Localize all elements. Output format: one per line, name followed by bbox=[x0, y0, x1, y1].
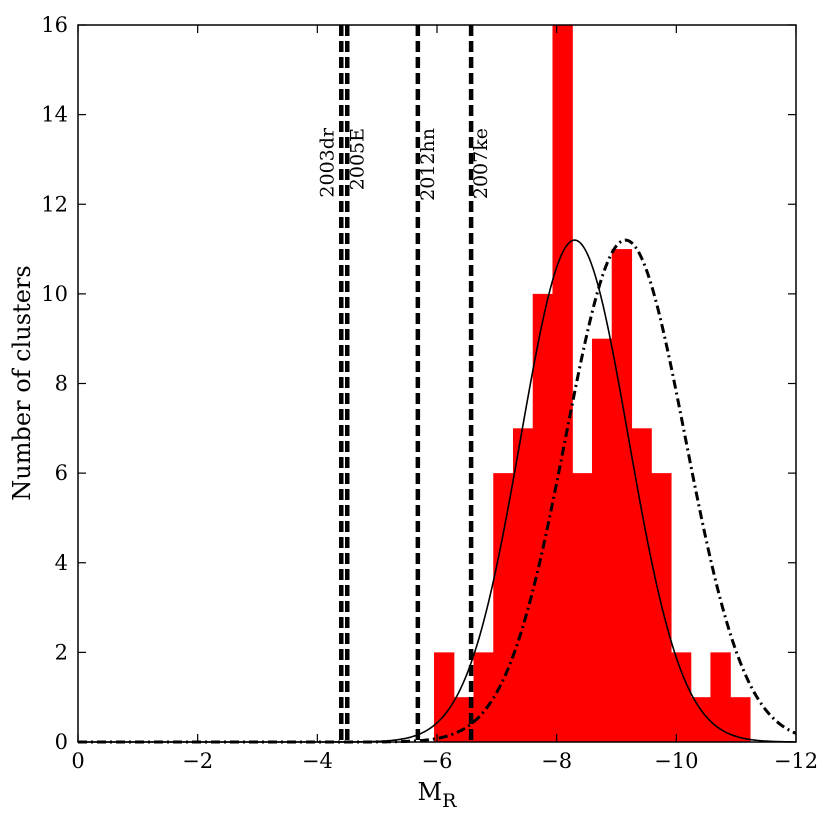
x-tick-label-1: −2 bbox=[182, 749, 213, 773]
histogram-bar-0 bbox=[434, 652, 455, 742]
x-tick-label-6: −12 bbox=[774, 749, 818, 773]
histogram-bar-2 bbox=[473, 652, 494, 742]
y-axis-title: Number of clusters bbox=[8, 265, 36, 500]
histogram-bar-3 bbox=[493, 473, 514, 742]
y-tick-label-5: 10 bbox=[41, 282, 68, 306]
supernova-lines: 2003dr 2005E 2012hn 2007ke bbox=[316, 25, 492, 742]
histogram-bar-8 bbox=[591, 338, 613, 742]
tick-labels: 0 −2 −4 −6 −8 −10 −12 0 2 4 6 8 10 12 14 16 bbox=[41, 13, 818, 773]
histogram-bar-7 bbox=[572, 473, 593, 742]
y-tick-label-6: 12 bbox=[41, 192, 68, 216]
x-tick-label-4: −8 bbox=[541, 749, 572, 773]
x-axis-title: MR bbox=[418, 778, 458, 812]
x-tick-label-3: −6 bbox=[422, 749, 453, 773]
histogram-bar-10 bbox=[631, 428, 652, 742]
histogram-bar-4 bbox=[512, 428, 534, 742]
vline-label-2007ke: 2007ke bbox=[470, 128, 492, 199]
histogram-bar-13 bbox=[690, 697, 712, 742]
x-tick-label-5: −10 bbox=[654, 749, 698, 773]
y-tick-label-3: 6 bbox=[55, 461, 68, 485]
histogram-bar-9 bbox=[611, 249, 633, 742]
x-tick-label-2: −4 bbox=[302, 749, 333, 773]
histogram-bars bbox=[434, 25, 751, 742]
y-tick-label-0: 0 bbox=[55, 730, 68, 754]
y-tick-label-7: 14 bbox=[41, 103, 68, 127]
y-tick-label-8: 16 bbox=[41, 13, 68, 37]
vline-label-2003dr: 2003dr bbox=[316, 127, 338, 198]
histogram-bar-12 bbox=[670, 652, 692, 742]
x-axis-title-sub: R bbox=[442, 790, 457, 812]
x-tick-label-0: 0 bbox=[71, 749, 84, 773]
x-axis-title-main: M bbox=[418, 778, 443, 806]
vline-label-2012hn: 2012hn bbox=[417, 128, 439, 201]
y-tick-label-1: 2 bbox=[55, 640, 68, 664]
axis-ticks bbox=[77, 24, 797, 743]
histogram-bar-5 bbox=[532, 293, 554, 742]
y-tick-label-4: 8 bbox=[55, 372, 68, 396]
histogram-bar-14 bbox=[710, 652, 731, 742]
histogram-bar-15 bbox=[730, 697, 751, 742]
histogram-bar-6 bbox=[552, 25, 573, 742]
vline-label-2005E: 2005E bbox=[346, 128, 368, 190]
y-tick-label-2: 4 bbox=[55, 551, 68, 575]
